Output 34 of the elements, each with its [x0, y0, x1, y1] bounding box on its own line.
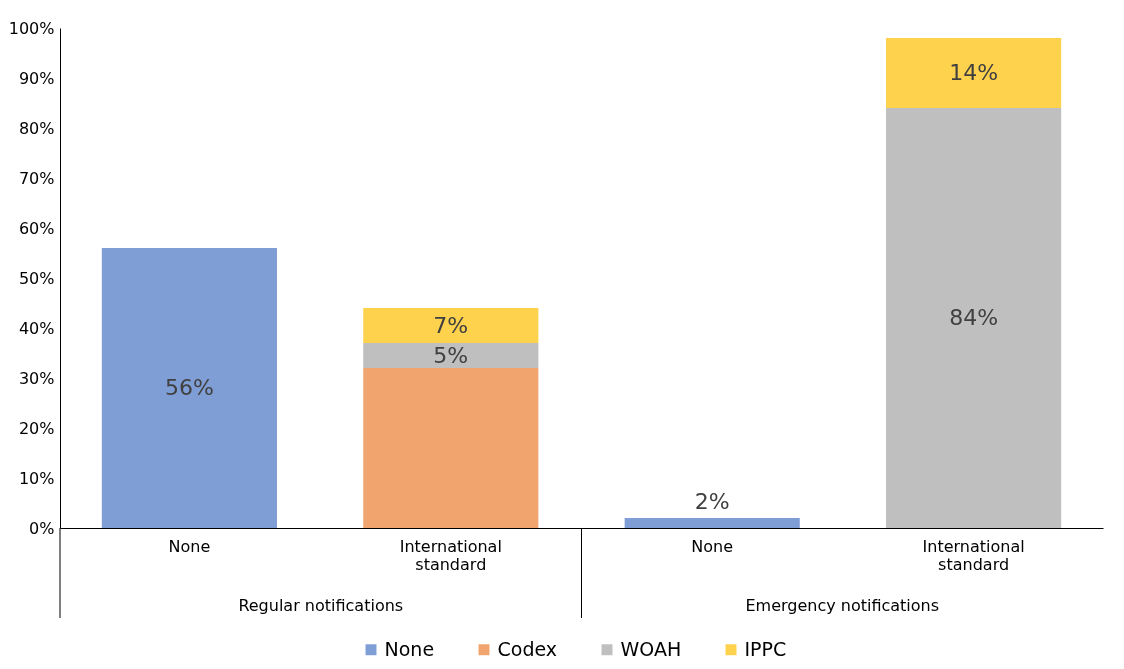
legend-label: IPPC — [744, 637, 787, 660]
data-label: 2% — [694, 489, 730, 514]
bar — [363, 343, 539, 368]
y-tick-label: 0% — [29, 518, 55, 538]
data-label: 56% — [164, 375, 214, 400]
y-tick-label: 40% — [18, 318, 55, 338]
y-tick-label: 80% — [18, 118, 55, 138]
bar — [101, 248, 277, 528]
data-label: 84% — [949, 305, 999, 330]
y-tick-label: 90% — [18, 68, 55, 88]
legend-label: None — [384, 637, 435, 660]
x-tick-label: International standard — [922, 536, 1025, 574]
y-tick-label: 20% — [18, 418, 55, 438]
legend-label: WOAH — [620, 637, 682, 660]
x-tick-label: International standard — [399, 536, 502, 574]
bar — [624, 518, 800, 528]
data-label: 14% — [949, 60, 999, 85]
y-tick-label: 100% — [8, 18, 55, 38]
bar — [886, 38, 1062, 108]
y-tick-label: 10% — [18, 468, 55, 488]
bar — [886, 108, 1062, 528]
bar — [363, 368, 539, 528]
text: Regular notifications — [238, 596, 404, 615]
data-label: 7% — [433, 312, 469, 338]
x-tick-label: None — [168, 536, 211, 556]
data-label: 5% — [433, 342, 469, 368]
bar — [363, 308, 539, 343]
y-tick-label: 70% — [18, 168, 55, 188]
legend-label: Codex — [497, 637, 558, 660]
y-tick-label: 50% — [18, 268, 55, 288]
text: Emergency notifications — [745, 596, 940, 615]
y-tick-label: 30% — [18, 368, 55, 388]
x-tick-label: None — [691, 536, 734, 556]
y-tick-label: 60% — [18, 218, 55, 238]
